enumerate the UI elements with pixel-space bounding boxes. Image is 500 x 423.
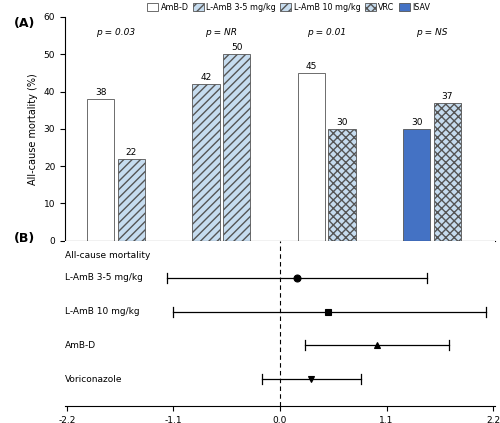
Text: (n = 34): (n = 34) <box>84 283 118 293</box>
Text: (B): (B) <box>14 232 34 245</box>
Text: Study 2: Study 2 <box>202 302 241 311</box>
Text: VRC: VRC <box>334 254 350 263</box>
Text: Study 1: Study 1 <box>96 302 136 311</box>
Bar <box>87 99 115 241</box>
Text: (n = 38): (n = 38) <box>219 283 254 293</box>
Text: 30: 30 <box>411 118 422 127</box>
Text: 38: 38 <box>95 88 106 97</box>
Text: (n = 124): (n = 124) <box>322 283 362 293</box>
Text: AmB-D: AmB-D <box>65 341 96 350</box>
Text: 50: 50 <box>231 43 242 52</box>
Text: VRC: VRC <box>439 254 456 263</box>
Bar <box>434 103 461 241</box>
Text: 10 mg/kg: 10 mg/kg <box>217 269 256 277</box>
Text: 4 mg: 4 mg <box>436 269 458 277</box>
Text: p = 0.03: p = 0.03 <box>96 28 136 37</box>
Text: 5 mg/kg: 5 mg/kg <box>114 269 148 277</box>
Text: 1 mg/kg: 1 mg/kg <box>84 269 118 277</box>
Bar <box>403 129 430 241</box>
Text: (n = 32): (n = 32) <box>114 283 148 293</box>
Text: (A): (A) <box>14 17 35 30</box>
Text: L-AmB: L-AmB <box>118 254 145 263</box>
Text: p = NS: p = NS <box>416 28 448 37</box>
Text: End of study: End of study <box>90 317 142 326</box>
Text: AmB-D: AmB-D <box>297 254 326 263</box>
Text: Voriconazole: Voriconazole <box>65 375 122 384</box>
Bar <box>298 73 325 241</box>
Bar <box>223 54 250 241</box>
Text: L-AmB: L-AmB <box>192 254 220 263</box>
Text: All-cause mortality: All-cause mortality <box>65 251 150 261</box>
Text: L-AmB: L-AmB <box>223 254 250 263</box>
Bar <box>118 159 145 241</box>
Text: 42: 42 <box>200 73 211 82</box>
Text: 22: 22 <box>126 148 137 157</box>
Text: (n = 113): (n = 113) <box>292 283 332 293</box>
Text: p = NR: p = NR <box>206 28 238 37</box>
Text: 30: 30 <box>336 118 348 127</box>
Bar <box>328 129 355 241</box>
Text: AmB-D: AmB-D <box>86 254 116 263</box>
Text: Week 12 (Day 84): Week 12 (Day 84) <box>184 317 259 326</box>
Text: ISAV: ISAV <box>408 254 426 263</box>
Text: 3 mg/kg: 3 mg/kg <box>189 269 224 277</box>
Text: 45: 45 <box>306 62 317 71</box>
Text: 4 mg: 4 mg <box>332 269 352 277</box>
Text: (n = 143): (n = 143) <box>397 283 437 293</box>
Text: Week 12 (Day 84): Week 12 (Day 84) <box>289 317 364 326</box>
Text: Study 4: Study 4 <box>412 302 452 311</box>
Text: 1-3 mg/kg: 1-3 mg/kg <box>290 269 333 277</box>
Text: (n = 129): (n = 129) <box>428 283 468 293</box>
Text: Study 3: Study 3 <box>307 302 346 311</box>
Text: L-AmB 3-5 mg/kg: L-AmB 3-5 mg/kg <box>65 273 143 282</box>
Y-axis label: All-cause mortality (%): All-cause mortality (%) <box>28 73 38 185</box>
Bar <box>192 84 220 241</box>
Text: L-AmB 10 mg/kg: L-AmB 10 mg/kg <box>65 307 140 316</box>
Text: p = 0.01: p = 0.01 <box>307 28 346 37</box>
Text: 37: 37 <box>442 92 453 101</box>
Legend: AmB-D, L-AmB 3-5 mg/kg, L-AmB 10 mg/kg, VRC, ISAV: AmB-D, L-AmB 3-5 mg/kg, L-AmB 10 mg/kg, … <box>147 3 430 12</box>
Text: Day 84: Day 84 <box>417 317 447 326</box>
Text: 200 mg: 200 mg <box>401 269 433 277</box>
Text: (n = 45): (n = 45) <box>189 283 224 293</box>
